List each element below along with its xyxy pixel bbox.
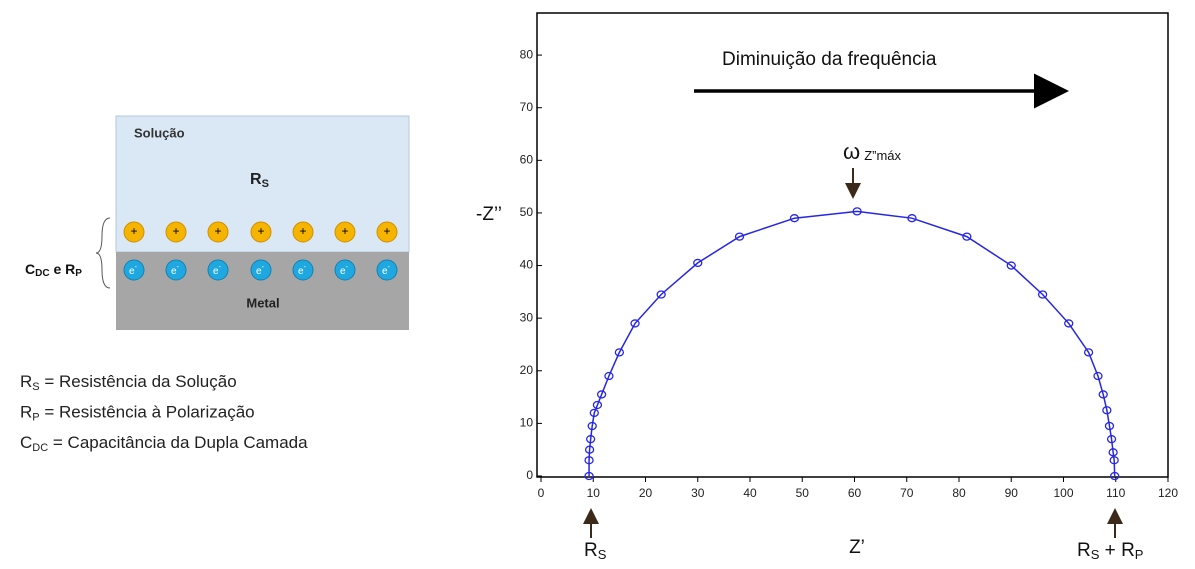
cation-label: +: [341, 224, 348, 238]
legend: RS = Resistência da Solução RP = Resistên…: [20, 372, 308, 453]
y-axis-label: -Z’’: [476, 204, 502, 225]
cation-label: +: [172, 224, 179, 238]
interface-diagram: Solução RS Metal +e-+e-+e-+e-+e-+e-+e- C…: [20, 116, 409, 454]
y-tick-label: 80: [520, 47, 534, 61]
y-tick-label: 0: [526, 468, 533, 482]
x-tick-label: 50: [796, 486, 810, 500]
legend-entry: CDC = Capacitância da Dupla Camada: [20, 433, 308, 453]
y-tick-label: 30: [520, 310, 534, 324]
brace: [96, 218, 110, 288]
y-tick-label: 50: [520, 205, 534, 219]
x-tick-label: 20: [639, 486, 653, 500]
x-axis-label: Z’: [849, 537, 865, 558]
x-tick-label: 80: [952, 486, 966, 500]
x-tick-label: 120: [1158, 486, 1178, 500]
cation-label: +: [299, 224, 306, 238]
cation-label: +: [214, 224, 221, 238]
cation-label: +: [257, 224, 264, 238]
cation-label: +: [130, 224, 137, 238]
cation-label: +: [383, 224, 390, 238]
y-tick-label: 10: [520, 416, 534, 430]
legend-entry: RS = Resistência da Solução: [20, 372, 237, 392]
x-tick-label: 70: [900, 486, 914, 500]
chart: 0 10 20 30 40 50 60 70 80 90 100 110 120 0 10 20 30 40 50 6…: [476, 47, 1178, 562]
x-tick-label: 30: [691, 486, 705, 500]
x-tick-label: 10: [587, 486, 601, 500]
x-tick-label: 90: [1005, 486, 1019, 500]
x-tick-label: 40: [743, 486, 757, 500]
y-tick-label: 70: [520, 100, 534, 114]
page: Solução RS Metal +e-+e-+e-+e-+e-+e-+e- C…: [0, 0, 1195, 564]
x-tick-label: 0: [538, 486, 545, 500]
y-tick-label: 40: [520, 258, 534, 272]
x-tick-label: 60: [848, 486, 862, 500]
y-tick-label: 20: [520, 363, 534, 377]
metal-label: Metal: [246, 295, 279, 310]
y-tick-label: 60: [520, 152, 534, 166]
x-tick-label: 110: [1106, 486, 1125, 500]
legend-entry: RP = Resistência à Polarização: [20, 403, 255, 423]
plot-frame: [537, 13, 1168, 477]
x-tick-label: 100: [1053, 486, 1073, 500]
rs-label: RS: [584, 540, 607, 562]
brace-label: CDC e RP: [25, 261, 82, 279]
rs-rp-label: RS + RP: [1077, 540, 1143, 562]
solution-label: Solução: [134, 125, 185, 140]
data-line: [589, 211, 1115, 476]
frequency-label: Diminuição da frequência: [722, 49, 937, 70]
